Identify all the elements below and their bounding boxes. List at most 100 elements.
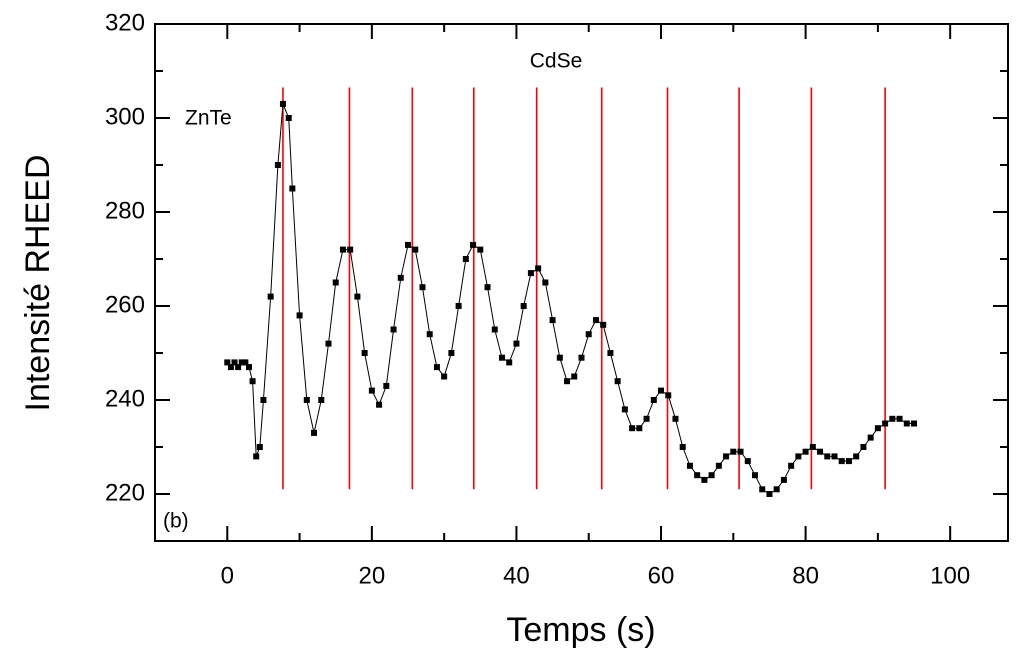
data-point — [506, 359, 513, 366]
data-point — [629, 425, 636, 432]
data-point — [513, 340, 520, 347]
data-point — [238, 359, 245, 366]
data-point — [332, 279, 339, 286]
data-point — [636, 425, 643, 432]
data-point — [773, 486, 780, 493]
data-point — [730, 448, 737, 455]
data-point — [397, 274, 404, 281]
data-point — [607, 350, 614, 356]
data-point — [231, 359, 238, 366]
data-point — [235, 364, 242, 371]
data-point — [795, 453, 802, 460]
data-point — [520, 303, 527, 309]
data-point — [224, 359, 231, 366]
data-point — [556, 354, 563, 361]
data-point — [809, 444, 816, 450]
data-point — [376, 401, 383, 408]
data-point — [455, 303, 462, 309]
data-point — [242, 359, 249, 366]
data-point — [347, 246, 354, 253]
data-point — [227, 364, 234, 371]
data-point — [903, 420, 910, 427]
x-tick-label: 0 — [221, 562, 234, 589]
data-point — [650, 397, 657, 403]
data-point — [853, 453, 860, 460]
data-point — [549, 317, 556, 324]
data-point — [817, 448, 824, 455]
data-point — [672, 415, 679, 422]
data-point — [311, 429, 318, 436]
y-tick-label: 320 — [105, 9, 145, 36]
data-point — [318, 397, 325, 403]
data-point — [621, 406, 628, 413]
data-point — [600, 321, 607, 328]
data-point — [715, 462, 722, 469]
y-tick-label: 300 — [105, 103, 145, 130]
annotation: (b) — [163, 510, 189, 533]
data-point — [723, 453, 730, 460]
data-point — [614, 378, 621, 385]
data-point — [433, 364, 440, 371]
data-point — [448, 350, 455, 356]
data-point — [260, 397, 267, 403]
x-tick-label: 40 — [503, 562, 530, 589]
x-tick-label: 80 — [792, 562, 819, 589]
data-point — [882, 420, 889, 427]
data-point — [289, 185, 296, 192]
data-point — [686, 462, 693, 469]
data-point — [860, 444, 867, 450]
data-point — [838, 458, 845, 465]
data-point — [354, 293, 361, 300]
data-point — [679, 444, 686, 450]
data-point — [527, 270, 534, 277]
data-point — [788, 462, 795, 469]
x-axis-label: Temps (s) — [506, 611, 655, 649]
data-point — [867, 434, 874, 441]
data-point — [339, 246, 346, 253]
y-tick-label: 260 — [105, 291, 145, 318]
data-point — [462, 256, 469, 262]
data-point — [368, 387, 375, 394]
data-point — [477, 246, 484, 253]
data-point — [665, 392, 672, 399]
data-point — [708, 472, 715, 479]
data-point — [701, 476, 708, 483]
data-point — [325, 340, 332, 347]
x-tick-label: 60 — [648, 562, 675, 589]
data-point — [498, 354, 505, 361]
data-point — [542, 279, 549, 286]
data-point — [296, 312, 303, 319]
data-point — [564, 378, 571, 385]
data-point — [491, 326, 498, 333]
data-point — [585, 331, 592, 338]
data-point — [412, 246, 419, 253]
data-point — [831, 453, 838, 460]
data-point — [766, 491, 773, 497]
data-point — [405, 241, 412, 248]
data-point — [267, 293, 274, 300]
data-point — [426, 331, 433, 338]
data-point — [470, 241, 477, 248]
data-point — [484, 284, 491, 291]
annotation: CdSe — [530, 50, 583, 73]
x-tick-label: 20 — [359, 562, 386, 589]
data-point — [737, 448, 744, 455]
data-point — [592, 317, 599, 324]
data-point — [361, 350, 368, 356]
data-point — [658, 387, 665, 394]
y-tick-label: 220 — [105, 479, 145, 506]
y-tick-label: 280 — [105, 197, 145, 224]
data-point — [256, 444, 263, 450]
data-point — [274, 162, 281, 168]
data-point — [744, 458, 751, 465]
data-point — [535, 265, 542, 272]
data-point — [845, 458, 852, 465]
data-point — [911, 420, 918, 427]
data-point — [889, 415, 896, 422]
data-point — [824, 453, 831, 460]
x-tick-label: 100 — [930, 562, 970, 589]
data-point — [571, 373, 578, 380]
data-point — [896, 415, 903, 422]
data-point — [751, 472, 758, 479]
